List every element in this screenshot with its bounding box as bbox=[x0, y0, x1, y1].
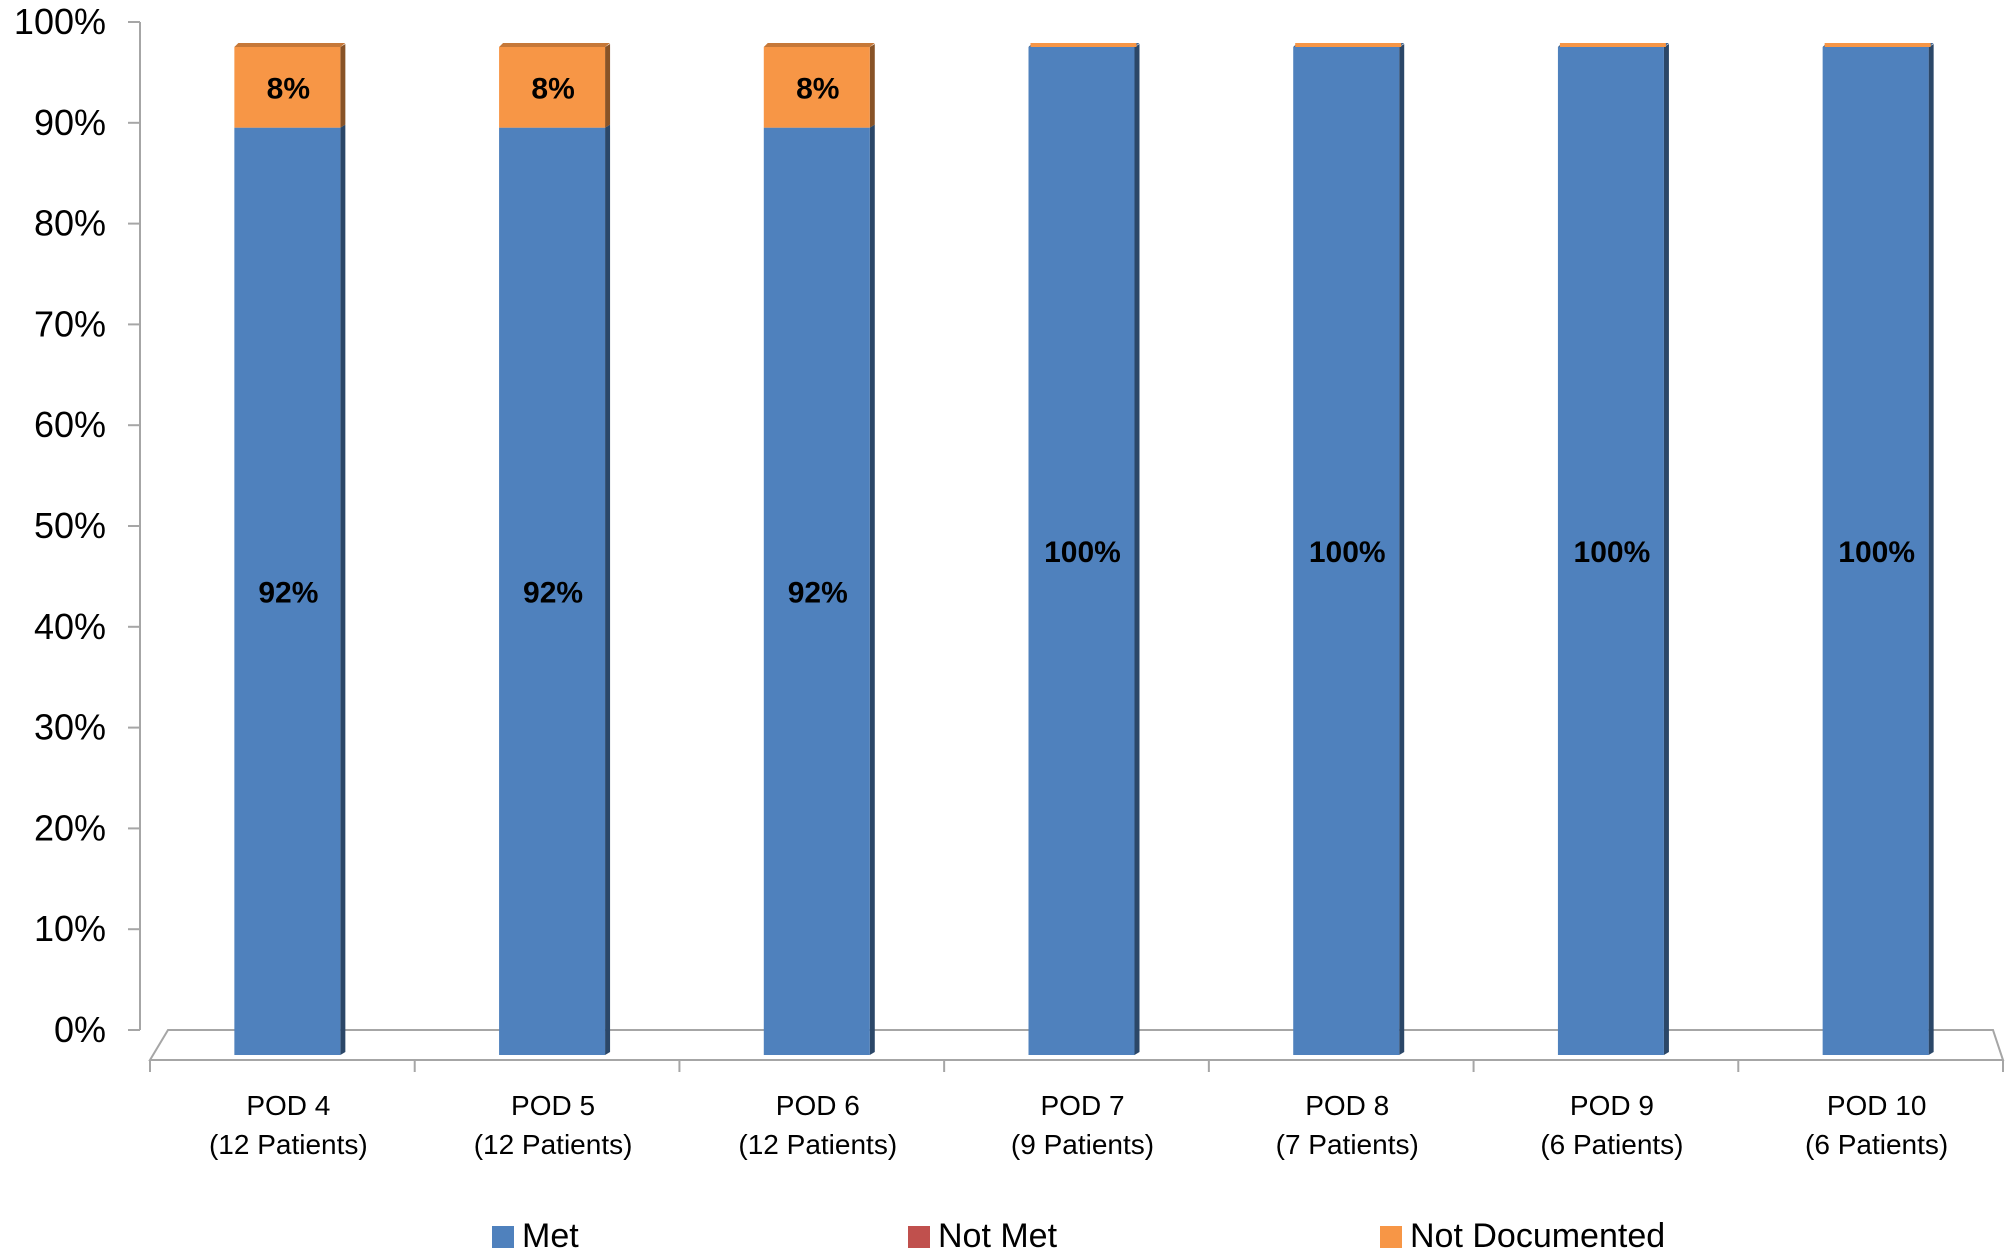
legend-swatch bbox=[1380, 1226, 1402, 1248]
data-label: 8% bbox=[531, 72, 574, 105]
y-tick-label: 80% bbox=[34, 203, 106, 244]
bar-not-documented bbox=[763, 47, 870, 128]
bar-side-met bbox=[1928, 44, 1934, 1055]
x-tick-label: POD 9 bbox=[1570, 1090, 1654, 1121]
bar-side-not-documented bbox=[605, 44, 611, 128]
bar-side-met bbox=[1399, 44, 1405, 1055]
bar-side-met bbox=[1663, 44, 1669, 1055]
y-tick-label: 70% bbox=[34, 303, 106, 344]
bar-met bbox=[234, 127, 341, 1055]
y-tick-label: 50% bbox=[34, 505, 106, 546]
bar-side-not-documented bbox=[869, 44, 875, 128]
bar-top-edge bbox=[1295, 43, 1402, 47]
bar-side-met bbox=[340, 124, 346, 1055]
bar-top bbox=[234, 43, 346, 47]
data-label: 100% bbox=[1044, 536, 1121, 569]
bar-side-met bbox=[1134, 44, 1140, 1055]
y-tick-label: 30% bbox=[34, 707, 106, 748]
x-tick-label: POD 7 bbox=[1040, 1090, 1124, 1121]
x-tick-label: (7 Patients) bbox=[1276, 1129, 1419, 1160]
bar-top-edge bbox=[1030, 43, 1137, 47]
x-tick-label: (12 Patients) bbox=[209, 1129, 368, 1160]
legend-label: Not Documented bbox=[1410, 1217, 1665, 1255]
y-tick-label: 100% bbox=[14, 1, 106, 42]
bar-side-not-documented bbox=[340, 44, 346, 128]
bar-met bbox=[1557, 47, 1664, 1055]
bar-top-edge bbox=[1824, 43, 1931, 47]
legend-swatch bbox=[908, 1226, 930, 1248]
bar-met bbox=[1293, 47, 1400, 1055]
x-tick-label: (12 Patients) bbox=[474, 1129, 633, 1160]
x-tick-label: POD 4 bbox=[246, 1090, 330, 1121]
bar-side-met bbox=[605, 124, 611, 1055]
bar-not-documented bbox=[234, 47, 341, 128]
y-tick-label: 10% bbox=[34, 908, 106, 949]
y-tick-label: 60% bbox=[34, 404, 106, 445]
bar-not-documented bbox=[499, 47, 606, 128]
legend-label: Not Met bbox=[938, 1217, 1058, 1255]
y-tick-label: 40% bbox=[34, 606, 106, 647]
legend-swatch bbox=[492, 1226, 514, 1248]
data-label: 100% bbox=[1574, 536, 1651, 569]
y-tick-label: 20% bbox=[34, 807, 106, 848]
x-tick-label: POD 10 bbox=[1827, 1090, 1927, 1121]
data-label: 100% bbox=[1838, 536, 1915, 569]
data-label: 92% bbox=[788, 576, 848, 609]
bar-top bbox=[499, 43, 611, 47]
x-tick-label: (6 Patients) bbox=[1805, 1129, 1948, 1160]
x-tick-label: POD 6 bbox=[776, 1090, 860, 1121]
bar-met bbox=[1822, 47, 1929, 1055]
data-label: 8% bbox=[267, 72, 310, 105]
bar-top bbox=[763, 43, 875, 47]
bar-met bbox=[499, 127, 606, 1055]
y-tick-label: 90% bbox=[34, 102, 106, 143]
data-label: 8% bbox=[796, 72, 839, 105]
bar-top-edge bbox=[1559, 43, 1666, 47]
x-tick-label: (12 Patients) bbox=[738, 1129, 897, 1160]
x-tick-label: (6 Patients) bbox=[1540, 1129, 1683, 1160]
legend-label: Met bbox=[522, 1217, 579, 1255]
data-label: 92% bbox=[523, 576, 583, 609]
x-tick-label: POD 8 bbox=[1305, 1090, 1389, 1121]
bar-side-met bbox=[869, 124, 875, 1055]
bar-met bbox=[1028, 47, 1135, 1055]
data-label: 100% bbox=[1309, 536, 1386, 569]
x-tick-label: (9 Patients) bbox=[1011, 1129, 1154, 1160]
x-tick-label: POD 5 bbox=[511, 1090, 595, 1121]
bar-met bbox=[763, 127, 870, 1055]
data-label: 92% bbox=[258, 576, 318, 609]
y-tick-label: 0% bbox=[54, 1009, 106, 1050]
